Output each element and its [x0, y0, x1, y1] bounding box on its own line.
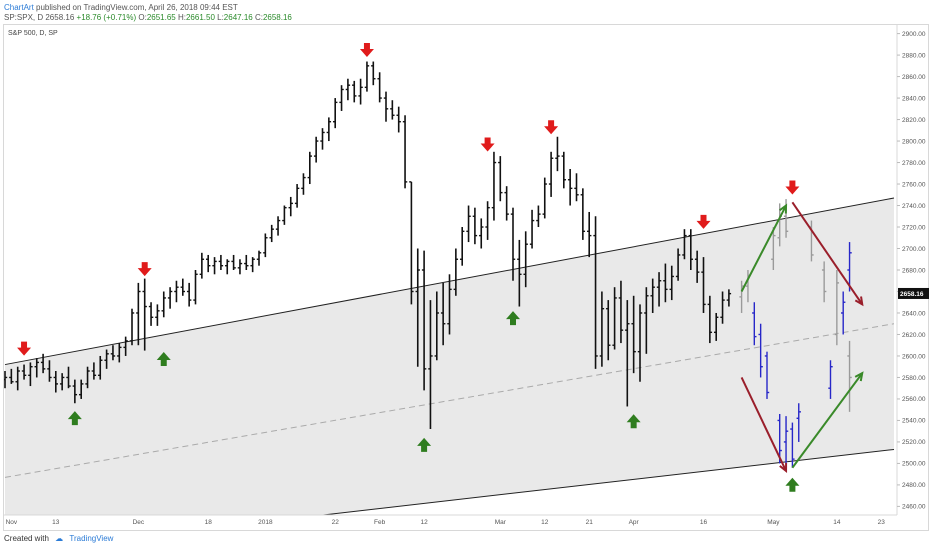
close-value: 2658.16	[262, 13, 292, 22]
last-price-tag	[898, 287, 929, 299]
y-tick-label: 2460.00	[902, 504, 926, 511]
published-text: published on TradingView.com, April 26, …	[33, 3, 238, 12]
projection-line	[791, 201, 864, 305]
y-tick-label: 2620.00	[902, 332, 926, 339]
up-arrow-icon	[626, 414, 641, 429]
up-arrow-icon	[156, 351, 171, 366]
projection-line	[740, 377, 787, 472]
publisher-link[interactable]: ChartArt	[4, 3, 34, 12]
y-tick-label: 2840.00	[902, 95, 926, 102]
created-with-text: Created with	[4, 534, 49, 543]
y-tick-label: 2600.00	[902, 353, 926, 360]
up-arrow-icon	[417, 437, 432, 452]
y-tick-label: 2800.00	[902, 138, 926, 145]
down-arrow-icon	[696, 214, 711, 229]
y-tick-label: 2880.00	[902, 52, 926, 59]
chart-frame	[3, 24, 929, 531]
x-tick-label: Apr	[629, 519, 640, 526]
y-tick-label: 2860.00	[902, 74, 926, 81]
y-tick-label: 2740.00	[902, 203, 926, 210]
x-tick-label: 21	[586, 519, 594, 526]
y-tick-label: 2720.00	[902, 224, 926, 231]
y-tick-label: 2780.00	[902, 160, 926, 167]
x-tick-label: 22	[332, 519, 340, 526]
x-tick-label: 12	[541, 519, 549, 526]
low-value: 2647.16	[223, 13, 253, 22]
channel-mid-line	[4, 323, 895, 478]
y-tick-label: 2520.00	[902, 439, 926, 446]
change-value: +18.76 (+0.71%)	[76, 13, 137, 22]
open-value: 2651.65	[146, 13, 176, 22]
chart-legend-label: S&P 500, D, SP	[8, 30, 58, 37]
y-tick-label: 2500.00	[902, 461, 926, 468]
down-arrow-icon	[480, 137, 495, 152]
y-tick-label: 2820.00	[902, 117, 926, 124]
x-tick-label: May	[767, 519, 780, 526]
x-tick-label: 12	[420, 519, 428, 526]
projection-arrowhead	[854, 296, 864, 307]
down-arrow-icon	[17, 341, 32, 356]
y-tick-label: 2640.00	[902, 310, 926, 317]
y-tick-label: 2760.00	[902, 181, 926, 188]
up-arrow-icon	[785, 477, 800, 492]
high-value: 2661.50	[185, 13, 215, 22]
x-tick-label: 14	[833, 519, 841, 526]
y-tick-label: 2700.00	[902, 246, 926, 253]
x-tick-label: 13	[52, 519, 60, 526]
x-tick-label: 18	[205, 519, 213, 526]
tradingview-link[interactable]: TradingView	[69, 534, 114, 543]
projection-arrowhead	[779, 462, 788, 474]
y-tick-label: 2540.00	[902, 418, 926, 425]
open-label: O:	[138, 13, 147, 22]
footer: Created with ☁ TradingView	[4, 534, 113, 543]
projection-line	[791, 372, 864, 469]
x-tick-label: 2018	[258, 519, 273, 526]
x-tick-label: 23	[878, 519, 886, 526]
projection-line	[740, 205, 787, 292]
y-tick-label: 2560.00	[902, 396, 926, 403]
symbol-label: SP:SPX, D	[4, 13, 44, 22]
x-tick-label: 16	[700, 519, 708, 526]
tradingview-cloud-icon: ☁	[55, 534, 64, 543]
chart-header: ChartArt published on TradingView.com, A…	[0, 0, 932, 24]
x-tick-label: Dec	[133, 519, 145, 526]
y-tick-label: 2580.00	[902, 375, 926, 382]
channel-lower-line	[318, 448, 895, 515]
publisher-line: ChartArt published on TradingView.com, A…	[4, 3, 238, 12]
y-tick-label: 2480.00	[902, 482, 926, 489]
down-arrow-icon	[137, 262, 152, 277]
high-label: H:	[177, 13, 186, 22]
projection-arrowhead	[854, 371, 864, 382]
last-price-tag-label: 2658.16	[900, 291, 924, 298]
down-arrow-icon	[544, 120, 559, 135]
projection-arrowhead	[779, 203, 788, 214]
x-tick-label: Nov	[6, 519, 18, 526]
down-arrow-icon	[359, 42, 374, 57]
up-arrow-icon	[506, 311, 520, 326]
x-tick-label: Feb	[374, 519, 386, 526]
last-price-value: 2658.16	[45, 13, 75, 22]
close-label: C:	[254, 13, 263, 22]
ohlc-line: SP:SPX, D 2658.16 +18.76 (+0.71%) O:2651…	[4, 13, 292, 22]
low-label: L:	[217, 13, 224, 22]
down-arrow-icon	[785, 180, 800, 195]
y-tick-label: 2680.00	[902, 267, 926, 274]
x-tick-label: Mar	[495, 519, 507, 526]
plot-area	[4, 42, 895, 515]
up-arrow-icon	[67, 411, 82, 426]
y-tick-label: 2900.00	[902, 31, 926, 38]
